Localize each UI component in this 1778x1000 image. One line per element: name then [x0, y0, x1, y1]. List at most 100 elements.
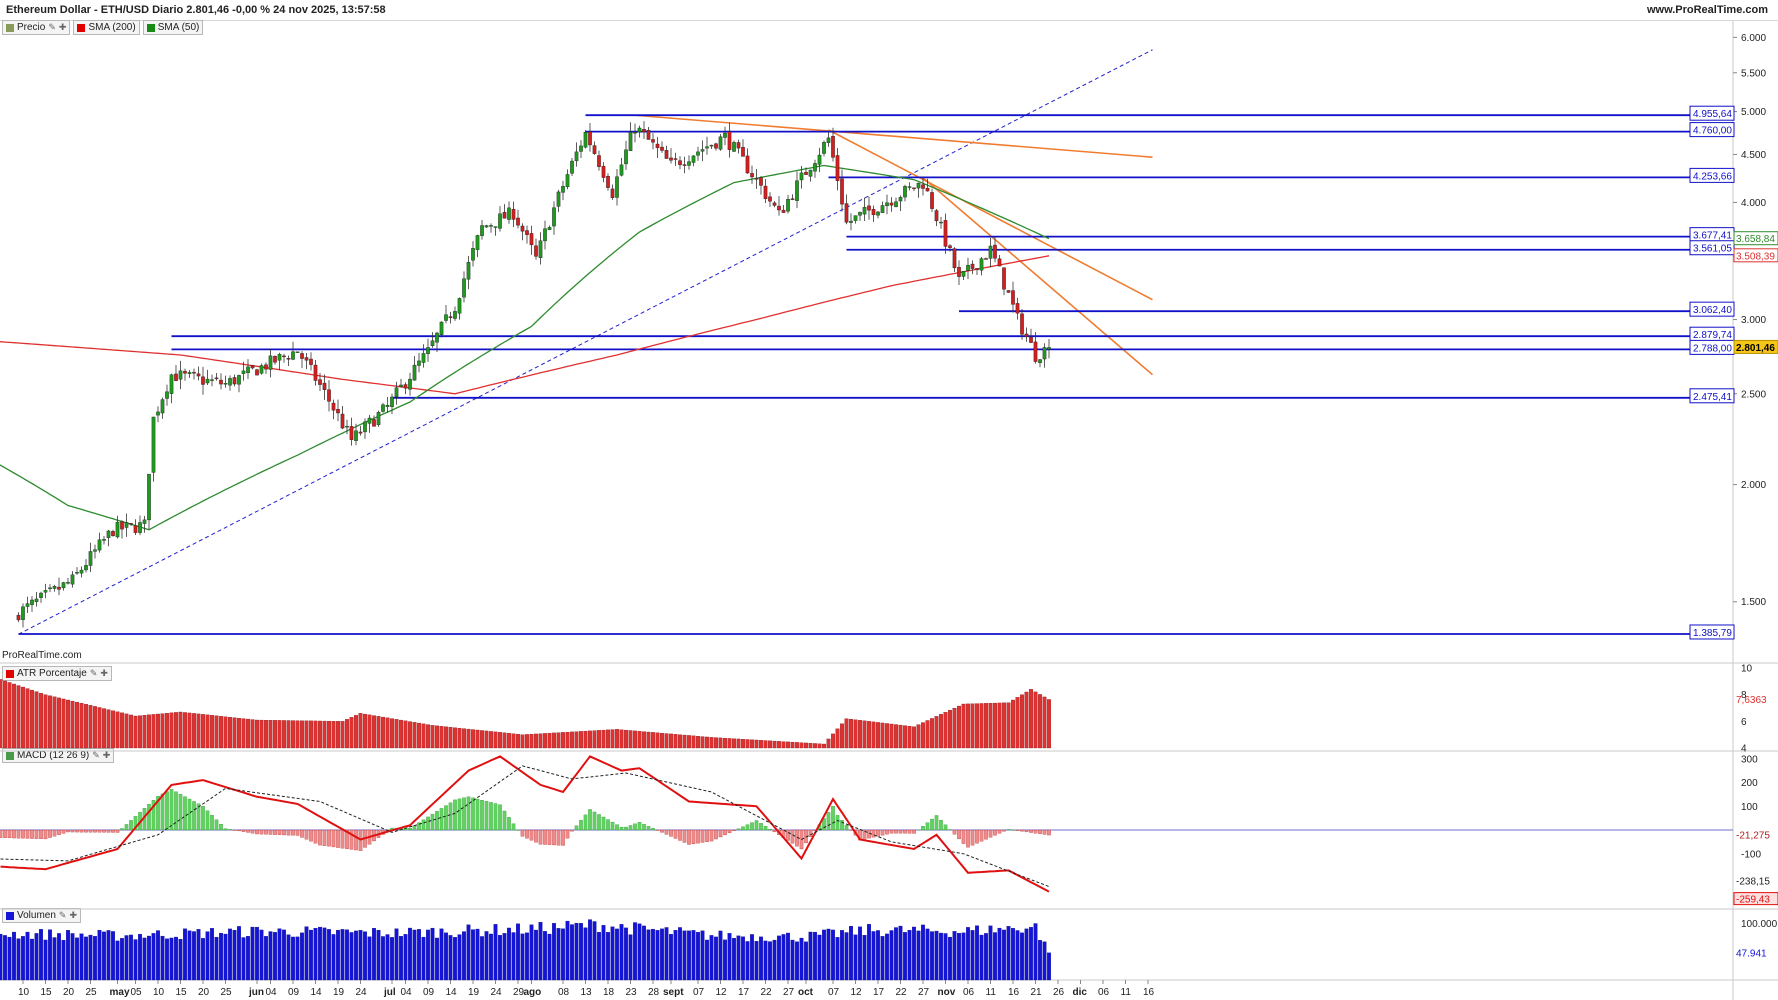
macd-histogram-bar: [547, 829, 552, 845]
legend-sma50[interactable]: SMA (50): [142, 20, 204, 35]
candle: [952, 247, 957, 273]
candle-body: [844, 203, 849, 223]
volume-bar: [979, 934, 984, 981]
legend-precio[interactable]: Precio ✎ ✚: [2, 20, 71, 35]
candle: [628, 122, 633, 152]
volume-bar: [3, 935, 7, 981]
candle-body: [795, 180, 799, 201]
macd-histogram-bar: [601, 816, 606, 831]
atr-bar: [138, 715, 142, 749]
candle-body: [106, 530, 111, 538]
candle-body: [718, 136, 723, 150]
candle: [939, 216, 943, 229]
title-bar: Ethereum Dollar - ETH/USD Diario 2.801,4…: [0, 0, 1778, 21]
candle-body: [579, 145, 583, 152]
atr-bar: [430, 725, 435, 749]
atr-bar: [687, 735, 691, 749]
macd-histogram-bar: [327, 829, 331, 847]
volume-bar: [30, 938, 34, 981]
macd-histogram-bar: [228, 829, 232, 831]
legend-macd[interactable]: MACD (12 26 9) ✎ ✚: [2, 748, 115, 763]
atr-bar: [1020, 694, 1024, 749]
plus-icon[interactable]: ✚: [69, 910, 78, 920]
plus-icon[interactable]: ✚: [100, 668, 108, 678]
wrench-icon[interactable]: ✎: [48, 22, 56, 32]
volume-bar: [120, 938, 124, 981]
candle-body: [102, 539, 106, 541]
atr-bar: [705, 736, 709, 749]
candle: [844, 194, 849, 225]
level-label-box: [1689, 388, 1735, 404]
candle: [988, 237, 993, 268]
wrench-icon[interactable]: ✎: [58, 910, 67, 920]
atr-bar: [192, 713, 196, 749]
atr-bar: [952, 707, 957, 749]
legend-sma200[interactable]: SMA (200): [73, 20, 140, 35]
atr-bar: [219, 716, 223, 749]
candle: [619, 157, 624, 177]
brand-link[interactable]: www.ProRealTime.com: [1646, 4, 1768, 16]
atr-bar: [322, 720, 327, 749]
atr-bar: [165, 713, 169, 749]
candle-body: [691, 155, 696, 163]
atr-bar: [1033, 691, 1038, 749]
macd-histogram-bar: [331, 829, 336, 848]
candle-body: [799, 172, 804, 181]
candle: [30, 596, 34, 612]
atr-bar: [889, 723, 894, 749]
plus-icon[interactable]: ✚: [58, 22, 67, 32]
atr-bar: [435, 725, 439, 749]
candle: [201, 366, 205, 395]
macd-histogram-bar: [259, 829, 264, 835]
macd-value-box: [1733, 892, 1778, 906]
candle-body: [237, 375, 241, 385]
volume-bar: [615, 928, 619, 981]
macd-histogram-bar: [52, 829, 57, 837]
macd-histogram-bar: [741, 826, 745, 831]
x-tick-label: 09: [288, 987, 300, 998]
candle: [322, 374, 327, 400]
candle: [363, 418, 367, 439]
candle: [790, 194, 795, 201]
wrench-icon[interactable]: ✎: [92, 750, 100, 760]
volume-bar: [241, 937, 246, 981]
legend-atr[interactable]: ATR Porcentaje ✎ ✚: [2, 666, 112, 681]
macd-histogram-bar: [574, 825, 579, 831]
candle-body: [687, 161, 691, 166]
atr-bar: [75, 701, 79, 749]
volume-bar: [898, 925, 903, 981]
candle: [511, 201, 516, 228]
volume-bar: [507, 927, 511, 981]
sma200-swatch: [77, 23, 86, 32]
atr-bar: [111, 710, 115, 749]
candle-body: [408, 378, 412, 390]
chart-title: Ethereum Dollar - ETH/USD Diario 2.801,4…: [6, 4, 386, 16]
candle: [502, 204, 507, 219]
atr-bar: [709, 737, 714, 749]
candle: [898, 195, 903, 212]
volume-bar: [826, 928, 831, 981]
atr-bar: [327, 720, 331, 749]
volume-bar: [169, 937, 174, 981]
candle-body: [165, 391, 169, 399]
candle: [894, 197, 898, 208]
volume-swatch: [6, 911, 14, 920]
macd-histogram-bar: [147, 804, 151, 831]
candle-body: [943, 220, 948, 247]
candle: [826, 131, 831, 147]
volume-bar: [417, 929, 421, 981]
candle: [394, 381, 399, 405]
wrench-icon[interactable]: ✎: [89, 668, 98, 678]
macd-histogram-bar: [408, 828, 412, 831]
volume-bar: [66, 930, 70, 981]
x-tick-label: 22: [896, 987, 908, 998]
plus-icon[interactable]: ✚: [102, 750, 111, 760]
candle: [142, 516, 147, 533]
atr-bar: [574, 731, 579, 749]
candle: [975, 268, 979, 276]
candle-body: [732, 142, 736, 152]
candle-body: [205, 378, 210, 384]
candle: [484, 224, 489, 228]
volume-bar: [1011, 928, 1015, 981]
